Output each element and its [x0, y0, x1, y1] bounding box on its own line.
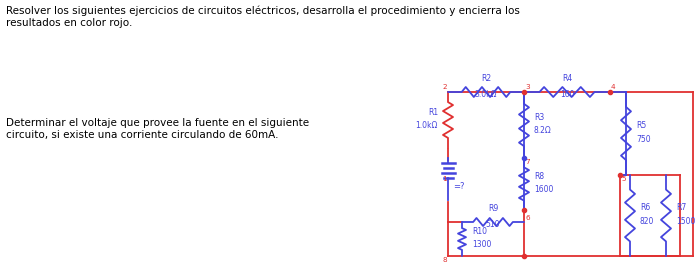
Text: R3: R3 [534, 113, 545, 122]
Text: R5: R5 [636, 122, 647, 131]
Text: R7: R7 [676, 203, 686, 213]
Text: R6: R6 [640, 203, 650, 213]
Text: 1.0kΩ: 1.0kΩ [416, 121, 438, 130]
Text: 8: 8 [442, 257, 447, 263]
Text: =?: =? [453, 182, 465, 191]
Text: R4: R4 [562, 74, 572, 83]
Text: 1500: 1500 [676, 217, 696, 226]
Text: R9: R9 [488, 204, 498, 213]
Text: 160: 160 [560, 90, 575, 99]
Text: Resolver los siguientes ejercicios de circuitos eléctricos, desarrolla el proced: Resolver los siguientes ejercicios de ci… [6, 6, 520, 28]
Text: 820: 820 [640, 217, 654, 226]
Text: 1600: 1600 [534, 185, 554, 194]
Text: 7: 7 [525, 159, 530, 165]
Text: 750: 750 [636, 135, 651, 143]
Text: R8: R8 [534, 172, 544, 181]
Text: R2: R2 [481, 74, 491, 83]
Text: 3: 3 [525, 84, 530, 90]
Text: 5: 5 [621, 176, 626, 182]
Text: 1: 1 [442, 176, 447, 182]
Text: 2: 2 [442, 84, 447, 90]
Text: 6: 6 [525, 215, 530, 221]
Text: R1: R1 [428, 108, 438, 117]
Text: R10: R10 [472, 227, 487, 236]
Text: 3.0kΩ: 3.0kΩ [475, 90, 497, 99]
Text: 4: 4 [611, 84, 616, 90]
Text: Determinar el voltaje que provee la fuente en el siguiente
circuito, si existe u: Determinar el voltaje que provee la fuen… [6, 118, 309, 140]
Text: 510: 510 [486, 220, 500, 229]
Text: 1300: 1300 [472, 240, 491, 249]
Text: 8.2Ω: 8.2Ω [534, 126, 552, 135]
